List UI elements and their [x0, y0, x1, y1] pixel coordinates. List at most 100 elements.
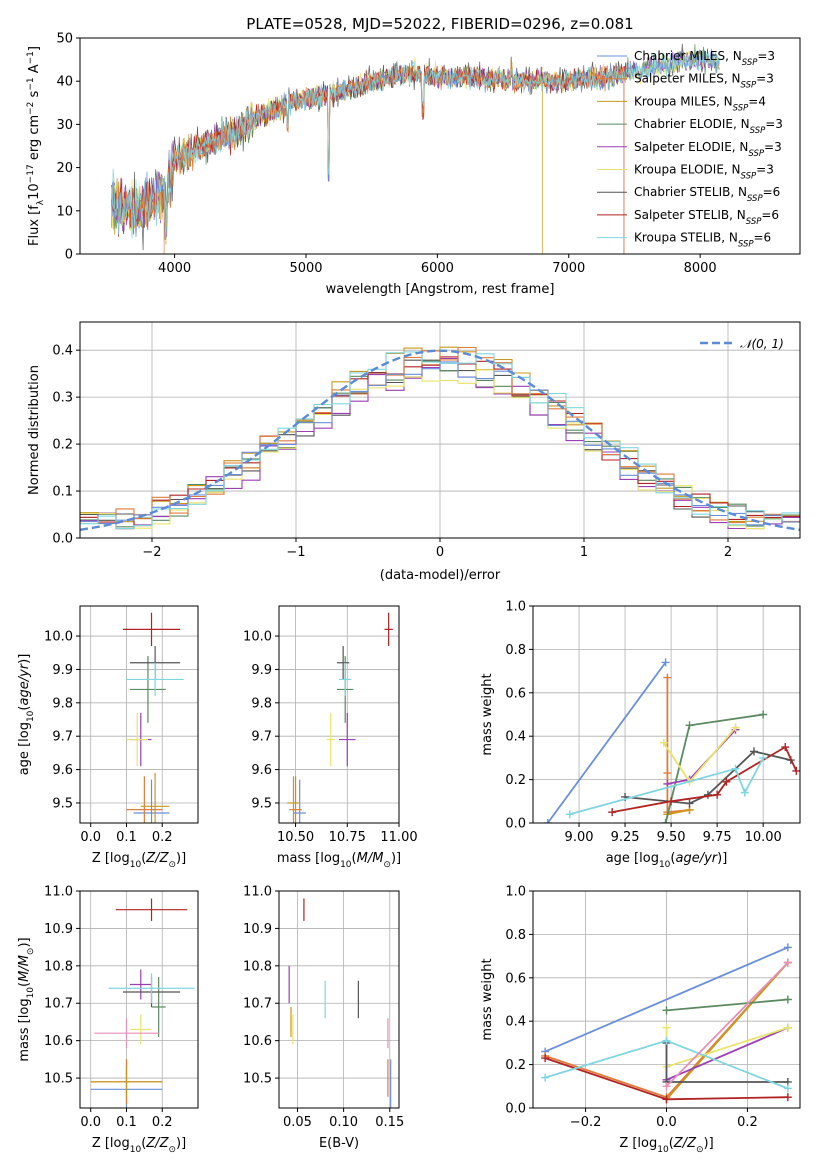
y-tick-label: 10.5 — [44, 1072, 73, 1087]
y-tick-label: 10.6 — [243, 1034, 272, 1049]
weight-marker — [783, 1084, 792, 1093]
mass-vs-metallicity-panel: 0.0 0.1 0.2 10.5 10.6 10.7 10.8 10.9 11.0 Z [log1… — [17, 885, 199, 1155]
weight-marker — [783, 943, 792, 952]
errorbar-point — [115, 898, 188, 921]
errorbar-point — [289, 776, 302, 823]
histogram-8 — [80, 351, 800, 530]
errorbar-point — [130, 656, 166, 723]
y-tick-label: 0.2 — [505, 1058, 526, 1073]
x-tick-label: 4000 — [158, 261, 191, 276]
y-tick-label: 0.4 — [52, 344, 73, 359]
weight-marker — [759, 710, 768, 719]
y-tick-label: 0.0 — [505, 1102, 526, 1117]
legend-gaussian-label: 𝒩(0, 1) — [740, 337, 784, 351]
axes-frame — [79, 605, 199, 824]
x-tick-label: 10.75 — [329, 830, 366, 845]
weight-series-1 — [666, 677, 690, 814]
age-vs-mass-panel: 10.50 10.75 11.00 9.5 9.6 9.7 9.8 9.9 10.0 mass [… — [243, 605, 418, 870]
weight-series-3 — [666, 998, 788, 1012]
weight-marker — [663, 769, 672, 778]
errorbar-point — [130, 1014, 152, 1045]
errorbar-point — [130, 969, 152, 1000]
y-tick-label: 40 — [56, 75, 73, 90]
x-tick-label: 8000 — [684, 261, 717, 276]
weight-marker — [541, 1054, 550, 1063]
weight-marker — [781, 743, 790, 752]
weight-marker — [667, 797, 676, 806]
axes-frame — [278, 605, 400, 824]
weight-marker — [783, 995, 792, 1004]
errorbars — [288, 898, 392, 1108]
weight-series-2 — [665, 962, 789, 1100]
y-tick-label: 9.5 — [251, 796, 272, 811]
y-tick-label: 10.0 — [243, 630, 272, 645]
spectrum-lines — [111, 43, 720, 254]
y-tick-label: 10 — [56, 204, 73, 219]
legend-label-7: Salpeter STELIB, NSSP=6 — [634, 208, 779, 227]
y-tick-label: 9.7 — [52, 730, 73, 745]
errorbar-point — [126, 776, 163, 823]
errorbar-point — [122, 612, 181, 647]
weight-marker — [685, 721, 694, 730]
x-tick-label: 0.0 — [656, 1115, 677, 1130]
weight-marker — [703, 790, 712, 799]
y-tick-label: 1.0 — [505, 600, 526, 615]
y-tick-label: 9.8 — [251, 696, 272, 711]
weight-marker — [759, 753, 768, 762]
weight-marker — [662, 1095, 671, 1104]
weight-marker — [749, 747, 758, 756]
y-tick-label: 10.5 — [243, 1072, 272, 1087]
y-tick-label: 10.8 — [243, 959, 272, 974]
weight-series--1 — [665, 961, 789, 1087]
errorbar-point — [336, 646, 350, 680]
x-axis-label: Z [log10(Z/Z⊙)] — [92, 851, 186, 870]
errorbar-point — [126, 662, 184, 697]
errorbar-point — [94, 1018, 159, 1049]
errorbar-point — [90, 1066, 163, 1097]
y-tick-label: 0 — [65, 248, 73, 263]
y-tick-label: 9.5 — [52, 796, 73, 811]
x-tick-label: 9.25 — [611, 830, 640, 845]
gaussian-curve — [80, 349, 800, 531]
y-tick-label: 9.6 — [251, 763, 272, 778]
weight-marker — [543, 819, 552, 823]
y-tick-label: 20 — [56, 161, 73, 176]
weight-marker — [663, 673, 672, 682]
y-tick-label: 10.9 — [243, 922, 272, 937]
x-tick-label: 9.00 — [565, 830, 594, 845]
legend-label-3: Chabrier ELODIE, NSSP=3 — [634, 117, 783, 136]
legend-label-1: Salpeter MILES, NSSP=3 — [634, 72, 774, 91]
y-tick-label: 0.0 — [505, 817, 526, 832]
x-tick-label: 2 — [724, 545, 732, 560]
axes-frame — [532, 890, 801, 1109]
weight-marker — [662, 1082, 671, 1091]
x-tick-label: 11.00 — [380, 830, 417, 845]
x-tick-label: 0 — [436, 545, 444, 560]
errorbar-point — [339, 712, 356, 767]
errorbars — [287, 612, 393, 823]
x-axis-label: wavelength [Angstrom, rest frame] — [326, 282, 555, 297]
y-tick-label: 0.2 — [505, 773, 526, 788]
weight-marker — [541, 1073, 550, 1082]
weight-series-7 — [612, 745, 798, 813]
errorbar-point — [287, 776, 300, 823]
weight-marker — [792, 766, 800, 775]
x-axis-label: (data-model)/error — [380, 568, 501, 583]
y-tick-label: 10.8 — [44, 959, 73, 974]
y-tick-label: 0.4 — [505, 1015, 526, 1030]
figure-title: PLATE=0528, MJD=52022, FIBERID=0296, z=0… — [246, 15, 633, 33]
y-tick-label: 11.0 — [243, 885, 272, 900]
errorbars — [122, 612, 184, 823]
weight-series-5 — [662, 726, 737, 784]
axes-frame — [532, 605, 801, 824]
spectrum-panel: 4000 5000 6000 7000 8000 0 10 20 30 40 50 wavelengt… — [26, 32, 801, 297]
axes-frame — [79, 37, 801, 255]
errorbars — [90, 898, 195, 1108]
errorbar-point — [133, 779, 170, 823]
y-tick-label: 11.0 — [44, 885, 73, 900]
x-tick-label: 10.50 — [277, 830, 314, 845]
x-tick-label: 9.75 — [703, 830, 732, 845]
y-tick-label: 0.6 — [505, 971, 526, 986]
y-tick-label: 1.0 — [505, 885, 526, 900]
x-axis-label: E(B-V) — [319, 1136, 359, 1151]
